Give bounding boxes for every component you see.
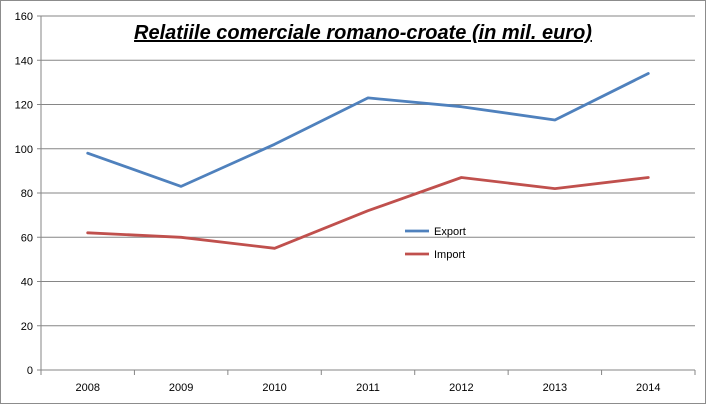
y-tick-label: 40 — [21, 277, 33, 289]
y-tick-label: 0 — [27, 365, 33, 377]
series-line-export — [86, 72, 650, 188]
gridlines — [41, 15, 695, 327]
x-tick-label: 2013 — [543, 382, 567, 394]
legend-label-import: Import — [434, 249, 465, 261]
x-tick-label: 2008 — [75, 382, 99, 394]
y-tick-label: 160 — [15, 11, 33, 23]
x-tick-label: 2010 — [262, 382, 286, 394]
y-axis-ticks: 0 20 40 60 80 100 120 140 160 — [15, 11, 33, 377]
legend: Export Import — [405, 226, 466, 261]
y-tick-label: 20 — [21, 321, 33, 333]
x-tick-label: 2011 — [356, 382, 380, 394]
x-tick-label: 2014 — [636, 382, 660, 394]
y-tick-label: 80 — [21, 188, 33, 200]
y-tick-label: 100 — [15, 144, 33, 156]
y-tick-label: 140 — [15, 55, 33, 67]
series-lines — [86, 72, 650, 250]
y-tick-label: 120 — [15, 100, 33, 112]
x-axis-ticks: 2008 2009 2010 2011 2012 2013 2014 — [75, 382, 660, 394]
x-tick-label: 2009 — [169, 382, 193, 394]
legend-label-export: Export — [434, 226, 466, 238]
chart-title: Relatiile comerciale romano-croate (in m… — [134, 22, 592, 44]
x-tick-label: 2012 — [449, 382, 473, 394]
axes — [37, 15, 696, 375]
y-tick-label: 60 — [21, 232, 33, 244]
